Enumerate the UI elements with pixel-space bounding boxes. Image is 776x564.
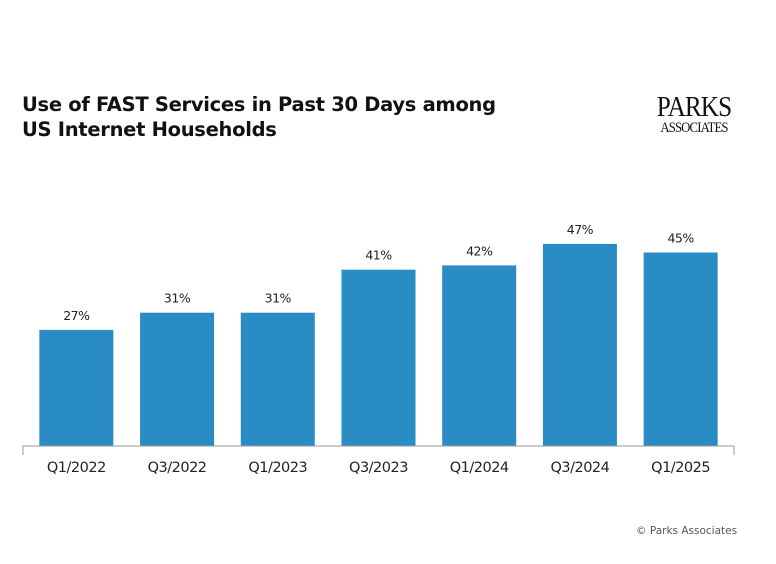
category-labels-group: Q1/2022 Q3/2022 Q1/2023 Q3/2023 Q1/2024 Q3/20… [47,460,711,476]
category-label: Q3/2024 [550,460,609,476]
chart-title-line-1: Use of FAST Services in Past 30 Days amo… [22,93,496,116]
value-label: 41% [365,248,392,263]
bars-group [39,243,718,446]
chart-title-line-2: US Internet Households [22,118,277,141]
x-axis-line [22,445,735,455]
value-label: 42% [466,243,493,258]
bar-Q3-2023 [341,269,416,446]
value-labels-group: 27% 31% 31% 41% 42% 47% 45% [63,222,695,323]
value-label: 47% [567,222,594,237]
bar-Q1-2022 [39,329,114,446]
bar-Q1-2023 [240,312,315,446]
category-label: Q3/2023 [349,460,408,476]
category-label: Q1/2025 [651,460,710,476]
copyright-text: © Parks Associates [636,525,738,537]
chart-title: Use of FAST Services in Past 30 Days amo… [22,92,496,142]
bar-Q3-2022 [140,312,215,446]
category-label: Q3/2022 [148,460,207,476]
parks-associates-logo: PARKS ASSOCIATES [644,92,744,136]
bar-Q1-2024 [442,265,517,446]
logo-line-1: PARKS [656,92,732,123]
value-label: 27% [63,308,90,323]
value-label: 45% [667,231,694,246]
category-label: Q1/2023 [248,460,307,476]
category-label: Q1/2024 [450,460,509,476]
value-label: 31% [265,291,292,306]
value-label: 31% [164,291,191,306]
logo-line-2: ASSOCIATES [660,120,728,136]
bar-Q3-2024 [542,243,617,446]
bar-Q1-2025 [643,252,718,446]
category-label: Q1/2022 [47,460,106,476]
